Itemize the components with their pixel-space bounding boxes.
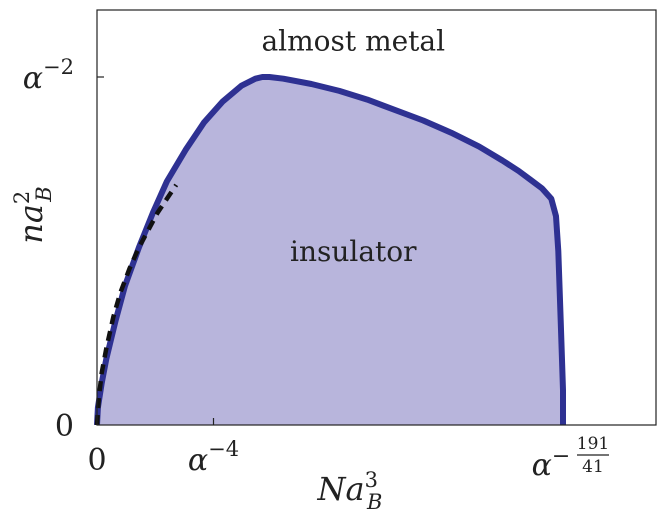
x-tick-label-0: 0 xyxy=(87,443,106,478)
plot-area xyxy=(94,74,566,426)
y-tick-label-0: 0 xyxy=(55,409,74,444)
insulator-region-fill xyxy=(97,77,563,425)
x-tick-label-2: α− xyxy=(532,444,571,483)
x-tick-label-1: α−4 xyxy=(188,437,239,478)
x-tick-label-denominator: 41 xyxy=(582,457,604,477)
insulator-label: insulator xyxy=(290,235,417,268)
x-axis-label: Na3 B xyxy=(317,468,383,514)
labels: 0 α−4 α− 191 41 0 α−2 Na3 B na2B almost metal insul… xyxy=(10,24,609,514)
dashed-boundary-line xyxy=(94,183,179,426)
phase-boundary-line xyxy=(94,74,566,426)
y-axis-label: na2B xyxy=(10,186,56,244)
plot-frame xyxy=(96,9,657,426)
axes xyxy=(96,9,657,426)
x-tick-label-numerator: 191 xyxy=(577,434,609,454)
almost-metal-label: almost metal xyxy=(261,24,445,57)
y-tick-label-1: α−2 xyxy=(23,55,74,96)
